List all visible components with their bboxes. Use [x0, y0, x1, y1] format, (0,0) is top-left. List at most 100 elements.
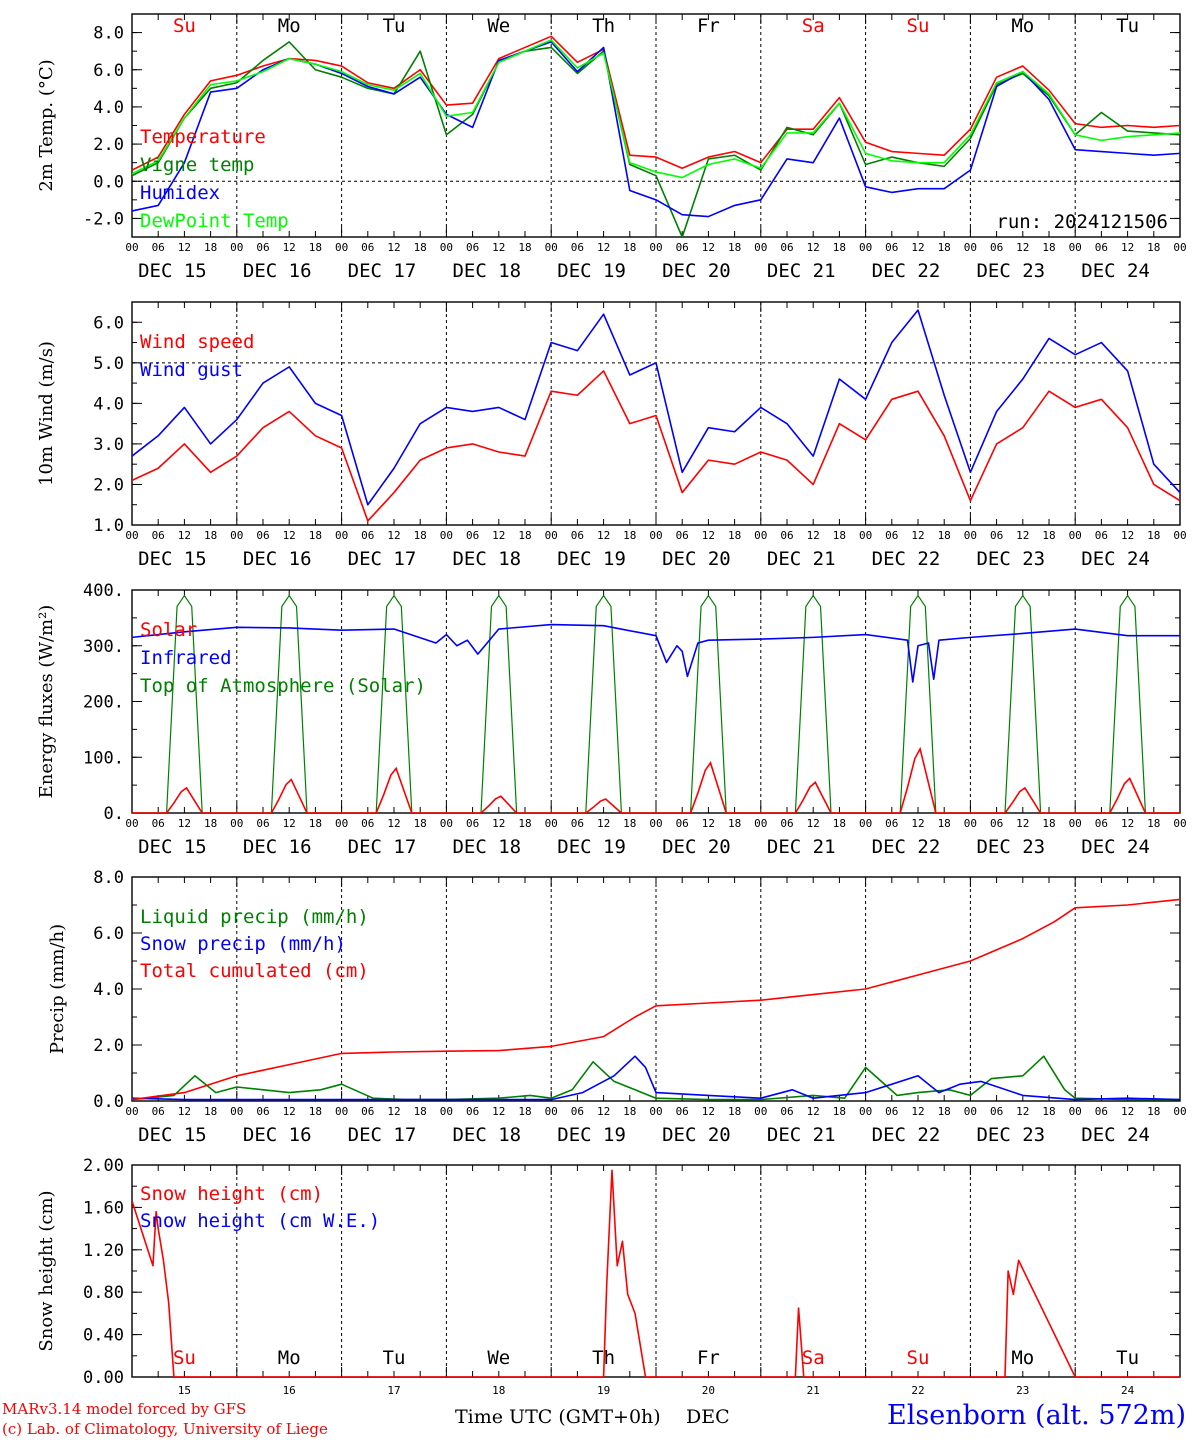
x-hour-label: 18: [938, 817, 951, 830]
x-hour-label: 12: [492, 1105, 505, 1118]
x-hour-label: 00: [545, 817, 558, 830]
x-hour-label: 06: [152, 817, 165, 830]
x-hour-label: 12: [597, 817, 610, 830]
x-hour-label: 12: [1016, 241, 1029, 254]
x-hour-label: 06: [780, 1105, 793, 1118]
x-hour-label: 12: [178, 817, 191, 830]
y-tick-label: 0.00: [83, 1368, 124, 1388]
series-line-wind-gust: [132, 309, 1180, 506]
y-tick-label: 8.0: [93, 868, 124, 888]
y-tick-label: 6.0: [93, 313, 124, 333]
series-line-snow-height-cm-: [132, 1169, 1180, 1377]
weekday-label: We: [487, 1347, 510, 1369]
x-date-label: DEC 24: [1081, 1124, 1150, 1146]
panel-4: 8.0 6.0 4.0 2.0 0.0 Precip (mm/h) 00 06 12 18 DEC …: [47, 868, 1187, 1146]
x-date-label: DEC 17: [348, 1124, 417, 1146]
x-hour-label: 00: [125, 1105, 138, 1118]
day-number-label: 19: [597, 1384, 610, 1397]
weekday-label: Su: [907, 1347, 930, 1369]
x-hour-label: 18: [414, 529, 427, 542]
series-line-liquid-precip-mm-h-: [132, 1055, 1180, 1101]
y-axis-title: 10m Wind (m/s): [36, 341, 57, 486]
legend-entry: Top of Atmosphere (Solar): [140, 675, 426, 697]
x-date-label: DEC 19: [557, 548, 626, 570]
x-date-label: DEC 21: [767, 836, 836, 858]
x-hour-label: 06: [885, 817, 898, 830]
x-hour-label: 06: [571, 529, 584, 542]
x-hour-label: 18: [833, 817, 846, 830]
y-tick-label: 5.0: [93, 354, 124, 374]
day-number-label: 24: [1121, 1384, 1135, 1397]
x-date-label: DEC 18: [452, 260, 521, 282]
x-hour-label: 18: [414, 817, 427, 830]
panel-5: 2.00 1.60 1.20 0.80 0.40 0.00 Snow height (cm)…: [36, 1156, 1181, 1397]
x-hour-label: 12: [387, 241, 400, 254]
x-date-label: DEC 23: [976, 260, 1045, 282]
x-hour-label: 12: [1121, 241, 1134, 254]
y-tick-label: 3.0: [93, 435, 124, 455]
x-hour-label: 06: [571, 1105, 584, 1118]
y-tick-label: 2.0: [93, 475, 124, 495]
x-date-label: DEC 22: [872, 836, 941, 858]
x-hour-label: 18: [1147, 817, 1160, 830]
x-hour-label: 12: [283, 1105, 296, 1118]
day-number-label: 20: [702, 1384, 715, 1397]
x-date-label: DEC 18: [452, 548, 521, 570]
x-hour-label: 18: [623, 241, 636, 254]
weekday-label: Tu: [383, 1347, 406, 1369]
series-line-total-cumulated-cm-: [132, 898, 1180, 1101]
x-hour-label: 18: [1042, 1105, 1055, 1118]
series-line-wind-speed: [132, 370, 1180, 522]
x-hour-label: 18: [728, 241, 741, 254]
x-date-label: DEC 20: [662, 1124, 731, 1146]
x-hour-label: 12: [283, 817, 296, 830]
x-hour-label: 12: [1016, 817, 1029, 830]
x-hour-label: 12: [702, 817, 715, 830]
x-hour-label: 06: [256, 1105, 269, 1118]
weekday-label: Mo: [278, 1347, 301, 1369]
legend-entry: Wind gust: [140, 359, 243, 381]
x-hour-label: 06: [990, 241, 1003, 254]
legend-entry: Liquid precip (mm/h): [140, 906, 369, 928]
x-hour-label: 18: [938, 529, 951, 542]
x-hour-label: 12: [1016, 529, 1029, 542]
x-hour-label: 06: [1095, 1105, 1108, 1118]
x-hour-label: 00: [859, 817, 872, 830]
x-date-label: DEC 23: [976, 548, 1045, 570]
x-hour-label: 12: [178, 529, 191, 542]
x-hour-label: 00: [649, 529, 662, 542]
x-hour-label: 00: [440, 1105, 453, 1118]
x-hour-label: 18: [309, 1105, 322, 1118]
x-hour-label: 18: [414, 241, 427, 254]
x-hour-label: 12: [387, 529, 400, 542]
y-tick-label: 0.80: [83, 1283, 124, 1303]
x-hour-label: 06: [466, 1105, 479, 1118]
day-number-label: 22: [911, 1384, 924, 1397]
weekday-label: Mo: [278, 15, 301, 37]
x-hour-label: 18: [1147, 529, 1160, 542]
y-tick-label: 0.40: [83, 1326, 124, 1346]
x-hour-label: 06: [152, 529, 165, 542]
x-hour-label: 12: [492, 817, 505, 830]
x-date-label: DEC 15: [138, 1124, 207, 1146]
x-date-label: DEC 24: [1081, 836, 1150, 858]
x-hour-label: 00: [335, 817, 348, 830]
x-date-label: DEC 22: [872, 548, 941, 570]
y-tick-label: 6.0: [93, 61, 124, 81]
x-hour-label: 18: [1042, 817, 1055, 830]
x-hour-label: 12: [387, 817, 400, 830]
x-hour-label: 12: [911, 817, 924, 830]
x-date-label: DEC 23: [976, 1124, 1045, 1146]
x-date-label: DEC 15: [138, 260, 207, 282]
x-date-label: DEC 16: [243, 1124, 312, 1146]
x-hour-label: 06: [676, 529, 689, 542]
y-tick-label: 4.0: [93, 98, 124, 118]
x-hour-label: 06: [780, 241, 793, 254]
x-hour-label: 06: [466, 241, 479, 254]
y-tick-label: 100.: [83, 748, 124, 768]
x-hour-label: 12: [283, 529, 296, 542]
x-hour-label: 12: [702, 241, 715, 254]
x-date-label: DEC 17: [348, 548, 417, 570]
x-hour-label: 00: [440, 529, 453, 542]
x-hour-label: 00: [230, 817, 243, 830]
